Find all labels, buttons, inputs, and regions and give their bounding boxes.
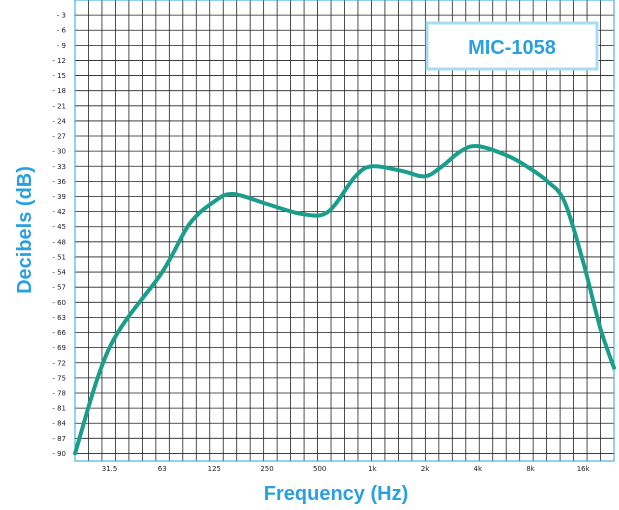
y-tick-label: - 12 bbox=[52, 57, 66, 65]
y-tick-label: - 78 bbox=[52, 389, 66, 397]
y-tick-label: - 66 bbox=[52, 329, 66, 337]
y-tick-label: - 18 bbox=[52, 87, 66, 95]
frequency-response-line bbox=[73, 143, 616, 456]
x-axis-label: Frequency (Hz) bbox=[264, 483, 408, 505]
y-tick-label: - 45 bbox=[52, 223, 66, 231]
y-axis-label: Decibels (dB) bbox=[14, 166, 36, 294]
x-tick-label: 125 bbox=[208, 465, 221, 473]
y-tick-label: - 27 bbox=[52, 133, 66, 141]
y-tick-label: - 81 bbox=[52, 405, 66, 413]
y-tick-label: - 6 bbox=[57, 27, 67, 35]
y-tick-label: - 39 bbox=[52, 193, 66, 201]
y-tick-label: - 33 bbox=[52, 163, 66, 171]
y-tick-label: - 30 bbox=[52, 148, 66, 156]
y-tick-label: - 63 bbox=[52, 314, 66, 322]
grid bbox=[75, 0, 614, 461]
y-tick-labels: - 3 - 6 - 9 - 12 - 15 - 18 - 21 - 24 - 27 - 30 - 3… bbox=[52, 12, 66, 458]
x-tick-label: 2k bbox=[421, 465, 430, 473]
y-tick-label: - 3 bbox=[57, 12, 66, 20]
x-tick-label: 1k bbox=[368, 465, 377, 473]
y-tick-label: - 42 bbox=[52, 208, 66, 216]
y-tick-label: - 15 bbox=[52, 72, 66, 80]
chart-title: MIC-1058 bbox=[468, 37, 556, 59]
plot-frame bbox=[74, 0, 615, 462]
x-tick-label: 8k bbox=[526, 465, 535, 473]
y-tick-label: - 24 bbox=[52, 117, 66, 125]
y-tick-label: - 48 bbox=[52, 238, 66, 246]
x-tick-label: 250 bbox=[260, 465, 273, 473]
y-tick-label: - 90 bbox=[52, 450, 66, 458]
y-tick-label: - 21 bbox=[52, 102, 66, 110]
x-tick-label: 31.5 bbox=[102, 465, 118, 473]
y-tick-label: - 84 bbox=[52, 420, 66, 428]
y-tick-label: - 60 bbox=[52, 299, 66, 307]
x-tick-label: 63 bbox=[158, 465, 167, 473]
x-tick-label: 500 bbox=[313, 465, 326, 473]
title-box-border bbox=[425, 21, 599, 71]
y-tick-label: - 36 bbox=[52, 178, 66, 186]
y-tick-label: - 87 bbox=[52, 435, 66, 443]
x-tick-labels: 31.5 63 125 250 500 1k 2k 4k 8k 16k bbox=[102, 465, 591, 473]
y-tick-label: - 9 bbox=[57, 42, 66, 50]
x-tick-label: 4k bbox=[474, 465, 483, 473]
y-tick-label: - 54 bbox=[52, 269, 66, 277]
y-tick-label: - 75 bbox=[52, 374, 66, 382]
y-tick-label: - 72 bbox=[52, 359, 66, 367]
title-box: MIC-1058 bbox=[425, 21, 599, 71]
y-tick-label: - 57 bbox=[52, 284, 66, 292]
y-tick-label: - 51 bbox=[52, 253, 66, 261]
x-tick-label: 16k bbox=[577, 465, 591, 473]
y-tick-label: - 69 bbox=[52, 344, 66, 352]
